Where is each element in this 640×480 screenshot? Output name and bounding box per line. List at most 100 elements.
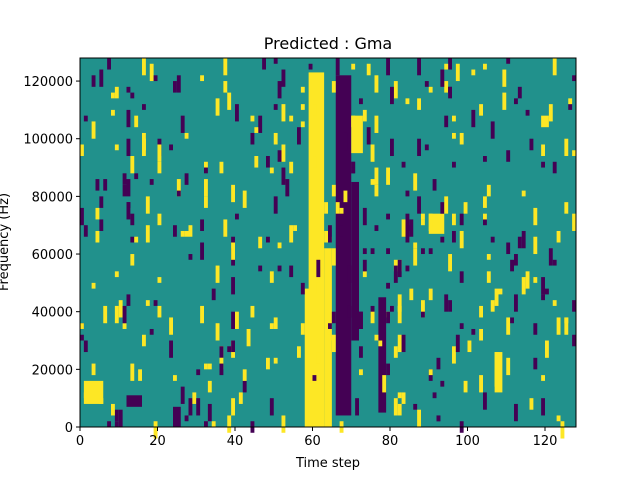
heatmap-cell-low [490, 121, 495, 139]
heatmap-cell-high [409, 288, 414, 301]
heatmap-cell-low [459, 323, 464, 329]
heatmap-cell-high [486, 184, 491, 197]
heatmap-cell-high [483, 213, 487, 220]
heatmap-cell-low [397, 259, 402, 278]
heatmap-cell-high [200, 305, 204, 324]
heatmap-cell-high [204, 196, 208, 208]
heatmap-cell-high [297, 346, 301, 358]
heatmap-cell-low [386, 213, 390, 220]
heatmap-cell-high [572, 213, 576, 231]
heatmap-cell-high [545, 340, 549, 358]
heatmap-cell-low [541, 277, 545, 295]
heatmap-cell-high [397, 305, 402, 324]
heatmap-cell-high [552, 58, 557, 76]
heatmap-cell-high [204, 161, 208, 168]
heatmap-cell-low [421, 311, 425, 318]
heatmap-cell-low [533, 357, 538, 370]
heatmap-cell-high [413, 248, 418, 266]
heatmap-cell-high [378, 340, 383, 347]
heatmap-cell-low [335, 58, 340, 76]
heatmap-cell-low [440, 380, 445, 387]
heatmap-cell-high [428, 213, 433, 231]
heatmap-cell-high [215, 323, 220, 341]
heatmap-cell-low [572, 300, 576, 312]
heatmap-cell-high [103, 305, 108, 324]
heatmap-cell-high [227, 92, 232, 110]
heatmap-cell-high [374, 334, 379, 341]
heatmap-cell-low [180, 115, 185, 133]
heatmap-cell-low [347, 265, 352, 283]
heatmap-cell-high [401, 392, 406, 404]
heatmap-cell-high [281, 144, 286, 162]
heatmap-cell-high [258, 236, 263, 249]
heatmap-cell-low [483, 156, 487, 162]
heatmap-cell-high [343, 190, 348, 203]
heatmap-cell-high [452, 115, 456, 122]
heatmap-cell-high [281, 415, 286, 433]
heatmap-cell-low [273, 58, 278, 64]
heatmap-cell-low [250, 132, 255, 145]
heatmap-cell-high [533, 236, 538, 255]
heatmap-cell-high [200, 75, 204, 82]
heatmap-cell-high [393, 346, 398, 358]
heatmap-cell-high [393, 81, 398, 99]
heatmap-cell-low [452, 230, 456, 243]
heatmap-cell-low [114, 409, 119, 422]
heatmap-cell-low [471, 328, 476, 335]
heatmap-cell-high [176, 179, 181, 197]
heatmap-cell-low [541, 294, 545, 301]
heatmap-cell-low [103, 179, 108, 191]
heatmap-cell-low [99, 219, 104, 231]
heatmap-cell-low [242, 380, 247, 393]
heatmap-cell-low [362, 259, 367, 272]
heatmap-cell-low [386, 282, 390, 289]
heatmap-cell-low [572, 334, 576, 347]
heatmap-cell-high [227, 415, 232, 433]
heatmap-cell-low [386, 58, 390, 76]
heatmap-cell-high [266, 357, 270, 370]
heatmap-cell-high [386, 167, 390, 185]
heatmap-cell-low [459, 271, 464, 283]
heatmap-cell-high [351, 63, 356, 70]
heatmap-cell-high [254, 127, 259, 133]
heatmap-cell-high [157, 277, 162, 283]
heatmap-cell-low [308, 63, 313, 70]
heatmap-cell-low [126, 109, 131, 128]
heatmap-band [83, 380, 104, 404]
heatmap-cell-low [173, 81, 177, 93]
heatmap-cell-low [533, 323, 538, 335]
heatmap-cell-high [122, 323, 127, 329]
heatmap-cell-low [126, 138, 131, 157]
heatmap-cell-high [223, 219, 228, 237]
heatmap-cell-low [506, 242, 511, 255]
y-tick-label: 0 [65, 421, 73, 436]
heatmap-cell-low [273, 196, 278, 214]
heatmap-cell-high [145, 196, 150, 214]
heatmap-cell-low [289, 265, 294, 278]
heatmap-cell-high [455, 63, 460, 82]
heatmap-cell-low [432, 179, 437, 191]
heatmap-cell-high [273, 132, 278, 145]
heatmap-cell-low [277, 81, 282, 99]
heatmap-cell-high [397, 294, 402, 312]
heatmap-cell-low [401, 334, 406, 353]
heatmap-cell-high [250, 115, 255, 122]
heatmap-cell-high [157, 305, 162, 318]
heatmap-cell-low [184, 415, 189, 422]
heatmap-cell-high [111, 403, 115, 416]
heatmap-cell-high [142, 132, 146, 151]
heatmap-cell-high [486, 254, 491, 260]
heatmap-cell-high [463, 380, 468, 393]
heatmap-cell-high [428, 288, 433, 301]
heatmap-cell-high [269, 167, 274, 174]
heatmap-cell-low [118, 409, 123, 427]
heatmap-cell-high [269, 271, 274, 283]
heatmap-cell-low [316, 259, 321, 278]
heatmap-cell-high [111, 92, 115, 99]
heatmap-cell-high [556, 317, 561, 335]
heatmap-cell-high [235, 311, 239, 329]
heatmap-cell-high [273, 317, 278, 329]
heatmap-cell-low [204, 167, 208, 174]
heatmap-cell-high [157, 213, 162, 226]
heatmap-cell-low [448, 300, 452, 312]
